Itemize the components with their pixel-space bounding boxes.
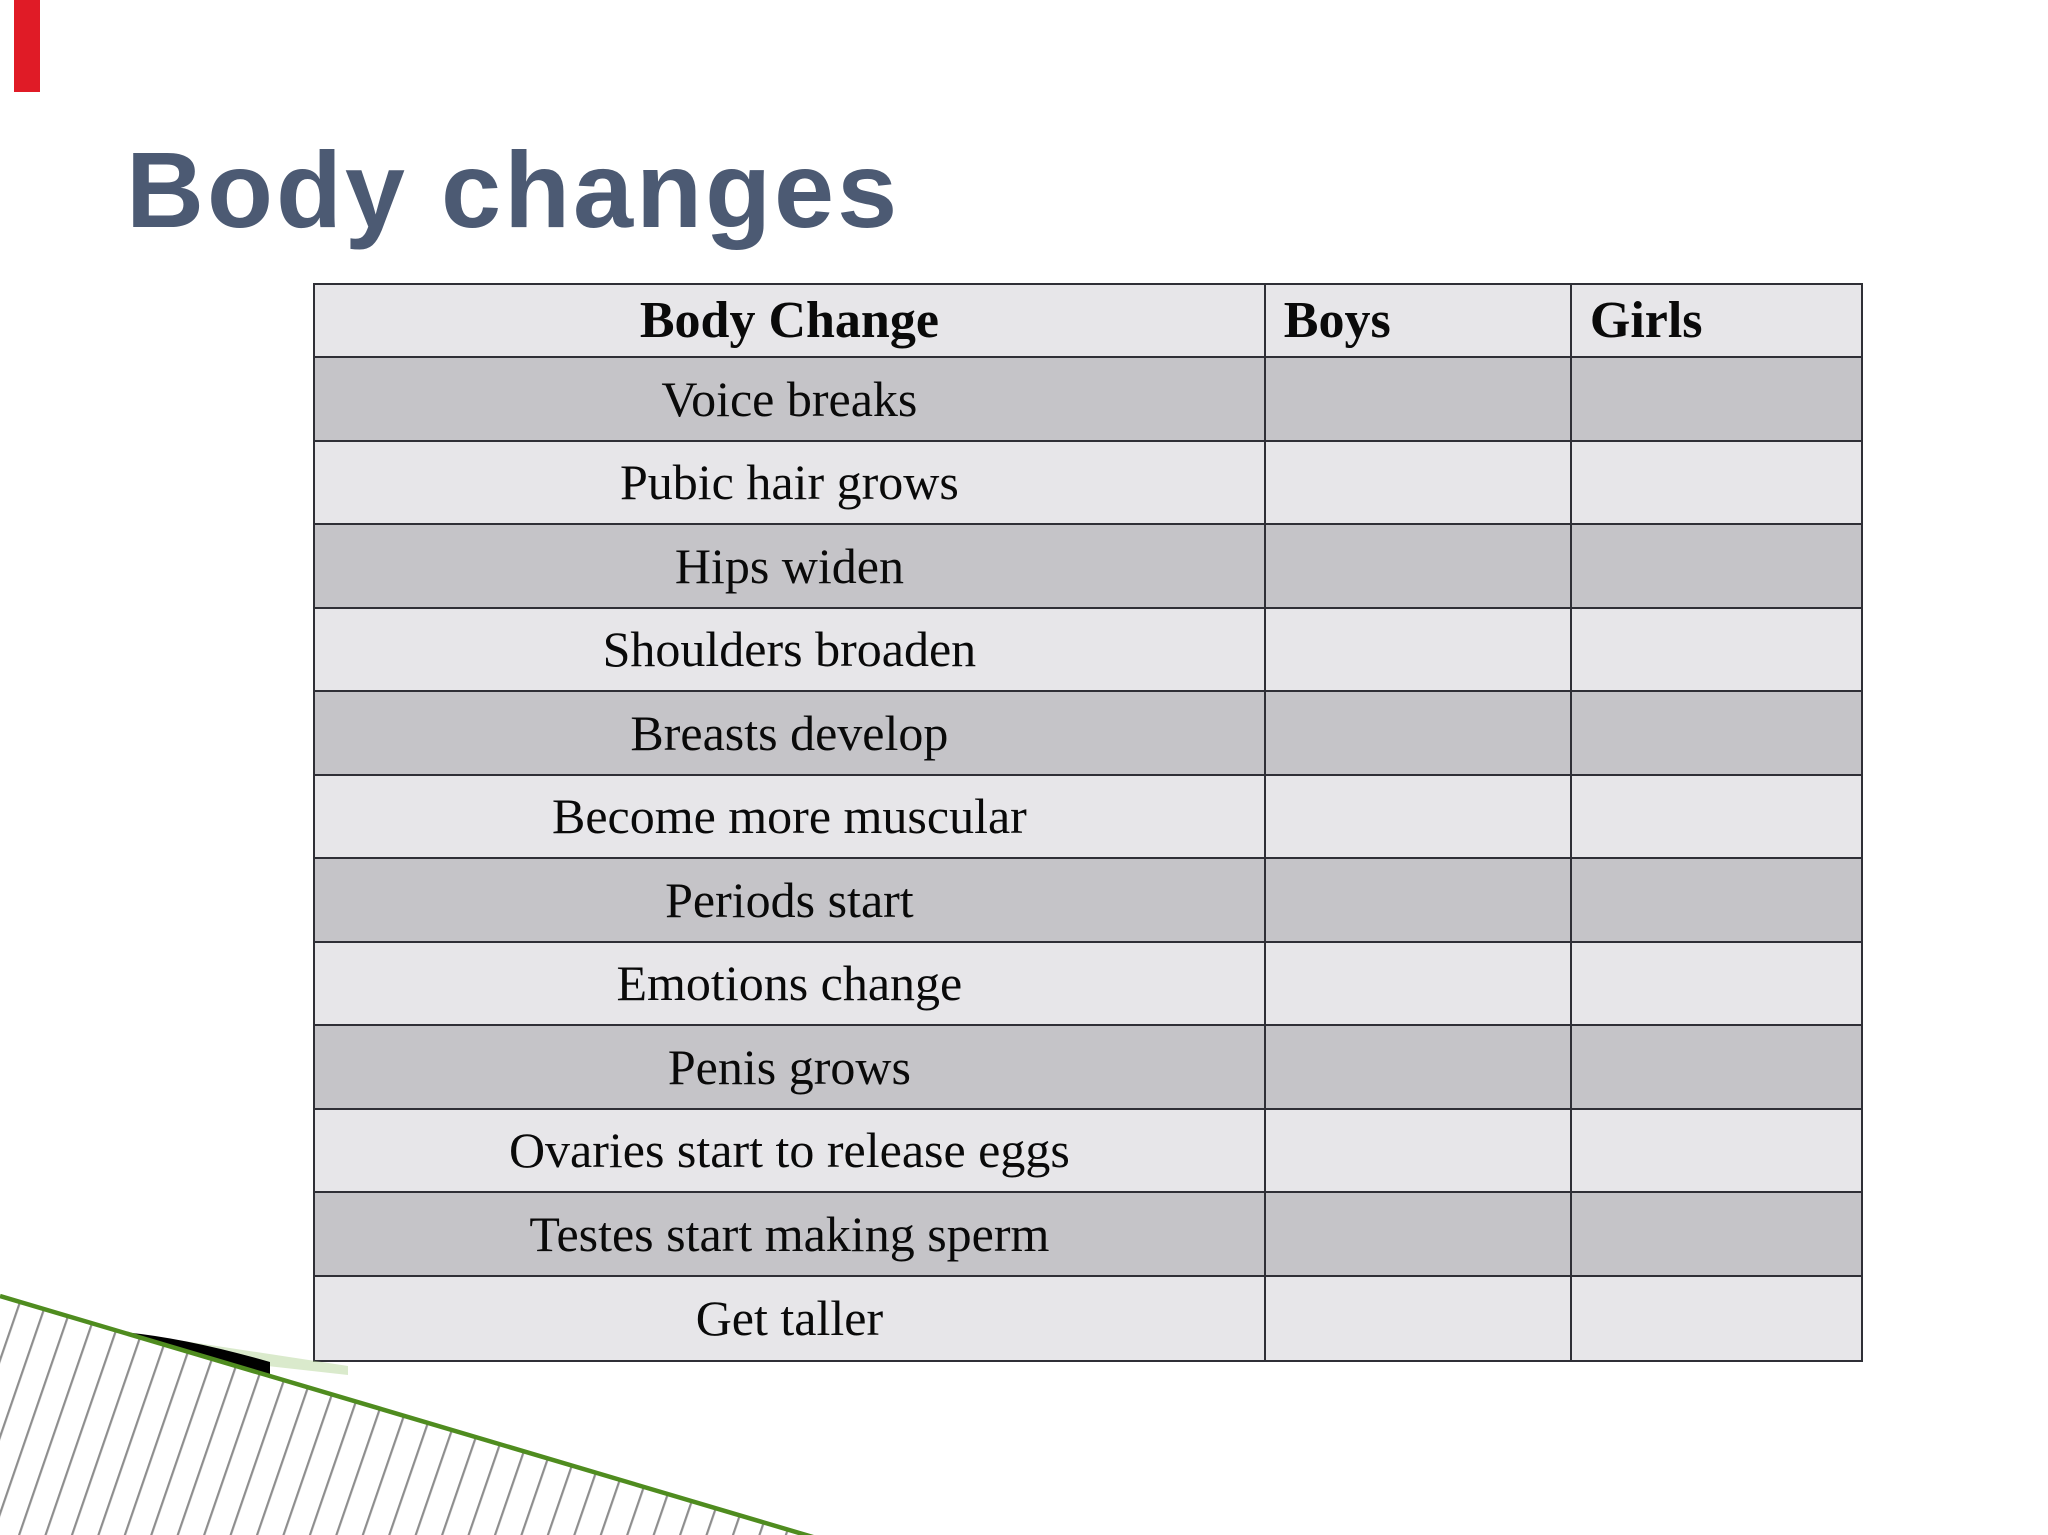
table-cell-row7-col0: Emotions change [315,942,1266,1026]
table-cell-row9-col1 [1265,1109,1572,1193]
body-changes-table: Body Change Boys Girls Voice breaks Pubic ha… [313,283,1863,1362]
table-cell-row7-col1 [1265,942,1572,1026]
table-cell-row1-col1 [1265,441,1572,525]
slide-title: Body changes [126,129,901,250]
table-cell-row11-col2 [1571,1276,1861,1360]
table-cell-row11-col1 [1265,1276,1572,1360]
table-cell-row1-col0: Pubic hair grows [315,441,1266,525]
table-cell-row3-col1 [1265,608,1572,692]
table-cell-row2-col2 [1571,525,1861,609]
table-cell-row4-col0: Breasts develop [315,692,1266,776]
header-body-change: Body Change [315,285,1266,358]
table-cell-row6-col1 [1265,859,1572,943]
red-accent-bar [14,0,40,92]
table-cell-row0-col2 [1571,358,1861,442]
header-boys: Boys [1265,285,1572,358]
table-cell-row4-col1 [1265,692,1572,776]
table-cell-row8-col1 [1265,1026,1572,1110]
table-cell-row6-col0: Periods start [315,859,1266,943]
table-cell-row9-col0: Ovaries start to release eggs [315,1109,1266,1193]
table-cell-row5-col2 [1571,775,1861,859]
table-cell-row0-col1 [1265,358,1572,442]
table-cell-row8-col2 [1571,1026,1861,1110]
table-cell-row2-col0: Hips widen [315,525,1266,609]
diagonal-green-line [0,1293,814,1535]
table-cell-row4-col2 [1571,692,1861,776]
table-cell-row10-col0: Testes start making sperm [315,1193,1266,1277]
table-cell-row0-col0: Voice breaks [315,358,1266,442]
table-cell-row9-col2 [1571,1109,1861,1193]
header-girls: Girls [1571,285,1861,358]
table-cell-row10-col2 [1571,1193,1861,1277]
table-cell-row1-col2 [1571,441,1861,525]
table-cell-row10-col1 [1265,1193,1572,1277]
table-cell-row11-col0: Get taller [315,1276,1266,1360]
table-cell-row7-col2 [1571,942,1861,1026]
table-cell-row3-col0: Shoulders broaden [315,608,1266,692]
table-cell-row3-col2 [1571,608,1861,692]
table-cell-row5-col0: Become more muscular [315,775,1266,859]
table-cell-row8-col0: Penis grows [315,1026,1266,1110]
corner-decoration [0,1293,814,1535]
table-cell-row2-col1 [1265,525,1572,609]
table-cell-row6-col2 [1571,859,1861,943]
table-cell-row5-col1 [1265,775,1572,859]
